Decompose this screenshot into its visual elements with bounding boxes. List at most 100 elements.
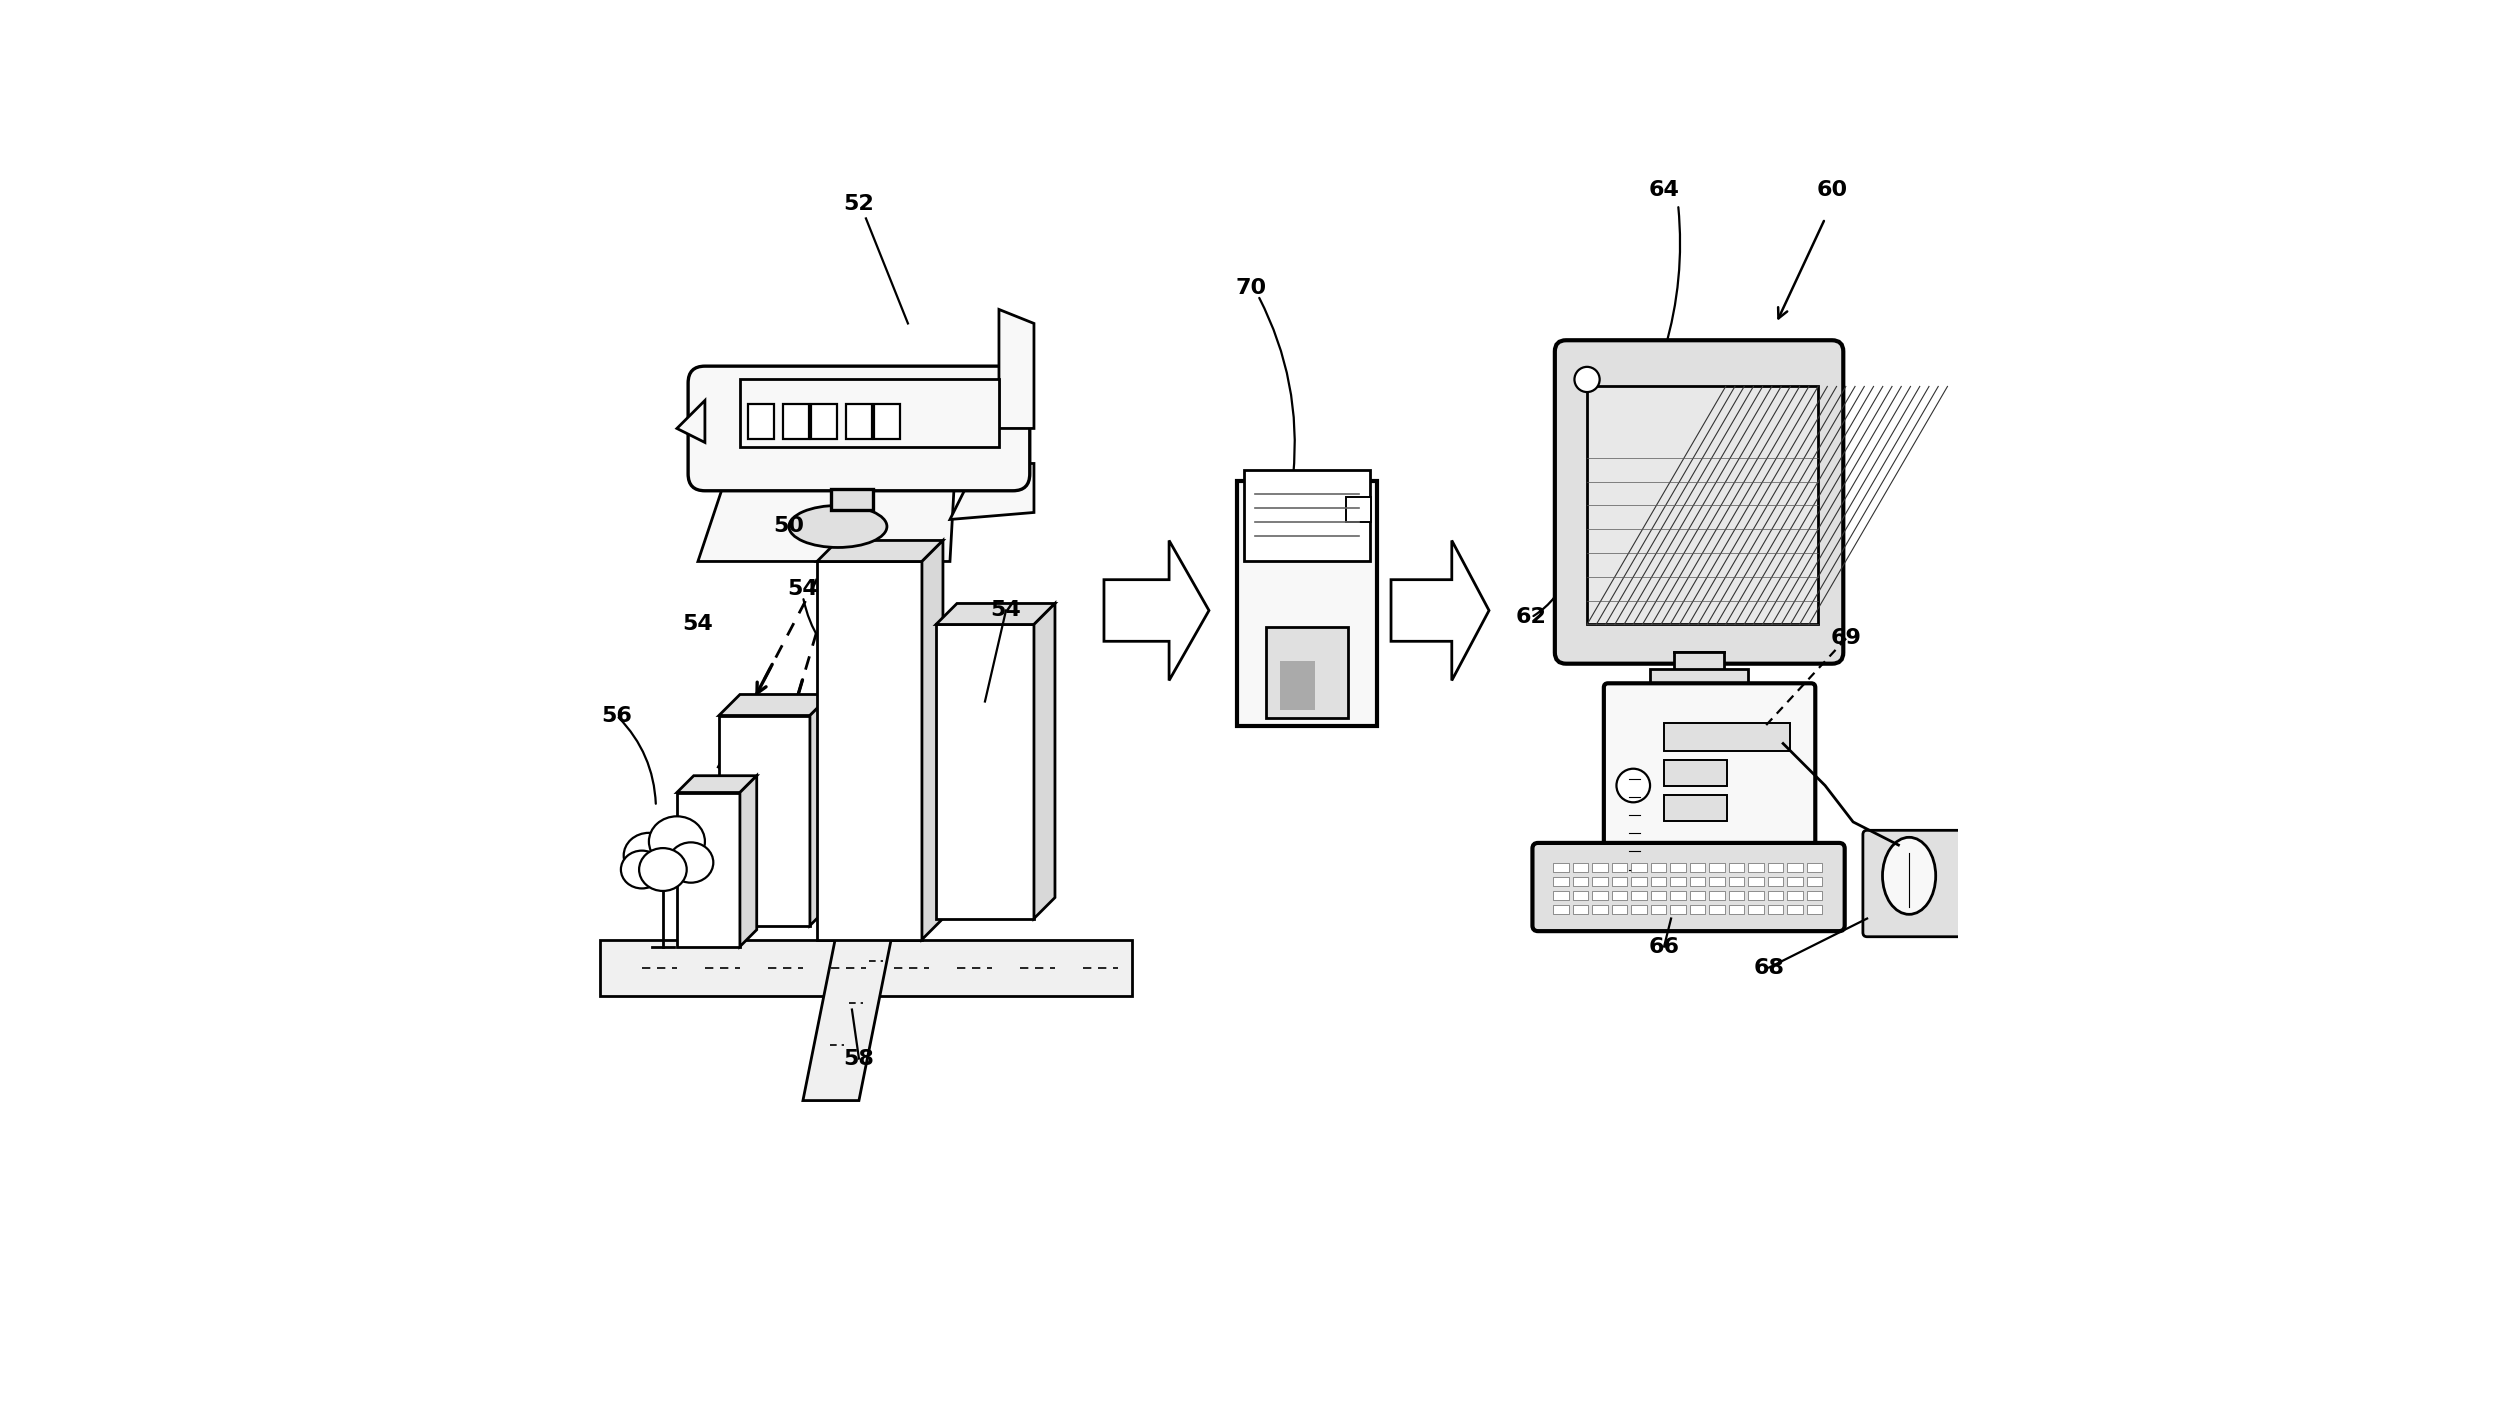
Bar [1671, 877, 1686, 887]
Bar [1806, 905, 1822, 915]
Ellipse shape [790, 505, 888, 547]
Polygon shape [921, 540, 944, 940]
Bar [1663, 796, 1726, 821]
Text: 54: 54 [788, 579, 818, 599]
Bar [1708, 891, 1726, 901]
Bar [1786, 877, 1804, 887]
Bar [1806, 877, 1822, 887]
Bar [1650, 669, 1749, 694]
Bar [1708, 905, 1726, 915]
Bar [1613, 877, 1628, 887]
Bar [677, 793, 740, 947]
Bar [1769, 891, 1784, 901]
Bar [740, 379, 999, 446]
Bar [1572, 863, 1588, 873]
Bar [720, 716, 810, 926]
FancyBboxPatch shape [1532, 843, 1844, 932]
Bar [1630, 877, 1648, 887]
Text: 69: 69 [1832, 629, 1862, 648]
Bar [1630, 905, 1648, 915]
Bar [845, 404, 871, 439]
Bar [1786, 891, 1804, 901]
Bar [1749, 905, 1764, 915]
Bar [1552, 905, 1570, 915]
Ellipse shape [669, 842, 715, 882]
Bar [1572, 891, 1588, 901]
Bar [1238, 481, 1376, 725]
Bar [1749, 877, 1764, 887]
Bar [1588, 386, 1819, 624]
Text: 52: 52 [843, 195, 876, 215]
Text: 62: 62 [1515, 607, 1547, 627]
Text: 70: 70 [1235, 278, 1266, 299]
Bar [1691, 863, 1706, 873]
Bar [818, 561, 921, 940]
Bar [747, 404, 772, 439]
Bar [1593, 877, 1608, 887]
Polygon shape [803, 891, 901, 1100]
Bar [1613, 863, 1628, 873]
Bar [1671, 905, 1686, 915]
Bar [1691, 905, 1706, 915]
Bar [1749, 863, 1764, 873]
Bar [1593, 891, 1608, 901]
Bar [1708, 877, 1726, 887]
FancyBboxPatch shape [687, 366, 1029, 491]
Bar [1663, 723, 1789, 751]
FancyBboxPatch shape [1555, 341, 1844, 664]
Bar [1650, 905, 1666, 915]
Bar [1671, 863, 1686, 873]
Bar [1671, 891, 1686, 901]
Bar [1769, 863, 1784, 873]
Bar [1593, 905, 1608, 915]
Bar [1613, 905, 1628, 915]
Text: 54: 54 [682, 615, 715, 634]
Polygon shape [697, 435, 956, 561]
Bar [1691, 877, 1706, 887]
Bar [1708, 863, 1726, 873]
Bar [1769, 905, 1784, 915]
Polygon shape [830, 488, 873, 509]
Text: 58: 58 [843, 1048, 876, 1069]
Bar [1281, 661, 1316, 710]
Bar [1691, 891, 1706, 901]
Polygon shape [1391, 540, 1489, 680]
Bar [876, 404, 901, 439]
Bar [1749, 891, 1764, 901]
Polygon shape [951, 463, 1034, 519]
Bar [1593, 863, 1608, 873]
Ellipse shape [1575, 366, 1600, 391]
Bar [1786, 863, 1804, 873]
Text: 64: 64 [1648, 181, 1681, 201]
Text: 60: 60 [1817, 181, 1847, 201]
Text: 50: 50 [772, 516, 805, 536]
Ellipse shape [639, 847, 687, 891]
FancyBboxPatch shape [1603, 683, 1814, 895]
Bar [1650, 877, 1666, 887]
Text: 54: 54 [991, 600, 1021, 620]
Bar [1650, 863, 1666, 873]
Polygon shape [677, 400, 704, 442]
Bar [1728, 905, 1744, 915]
Bar [1769, 877, 1784, 887]
Polygon shape [936, 603, 1054, 624]
Ellipse shape [649, 817, 704, 867]
Bar [936, 624, 1034, 919]
Text: 56: 56 [601, 706, 632, 725]
Bar [1630, 863, 1648, 873]
Polygon shape [810, 694, 830, 926]
Polygon shape [1105, 540, 1210, 680]
Bar [1243, 470, 1371, 561]
Polygon shape [677, 776, 757, 793]
Text: 66: 66 [1648, 937, 1681, 957]
Bar [782, 404, 808, 439]
Bar [1663, 760, 1726, 786]
Bar [1572, 877, 1588, 887]
Ellipse shape [621, 850, 662, 888]
Bar [1728, 877, 1744, 887]
Polygon shape [1034, 603, 1054, 919]
Polygon shape [999, 310, 1034, 428]
Bar [1552, 877, 1570, 887]
Bar [1806, 863, 1822, 873]
Bar [1552, 891, 1570, 901]
